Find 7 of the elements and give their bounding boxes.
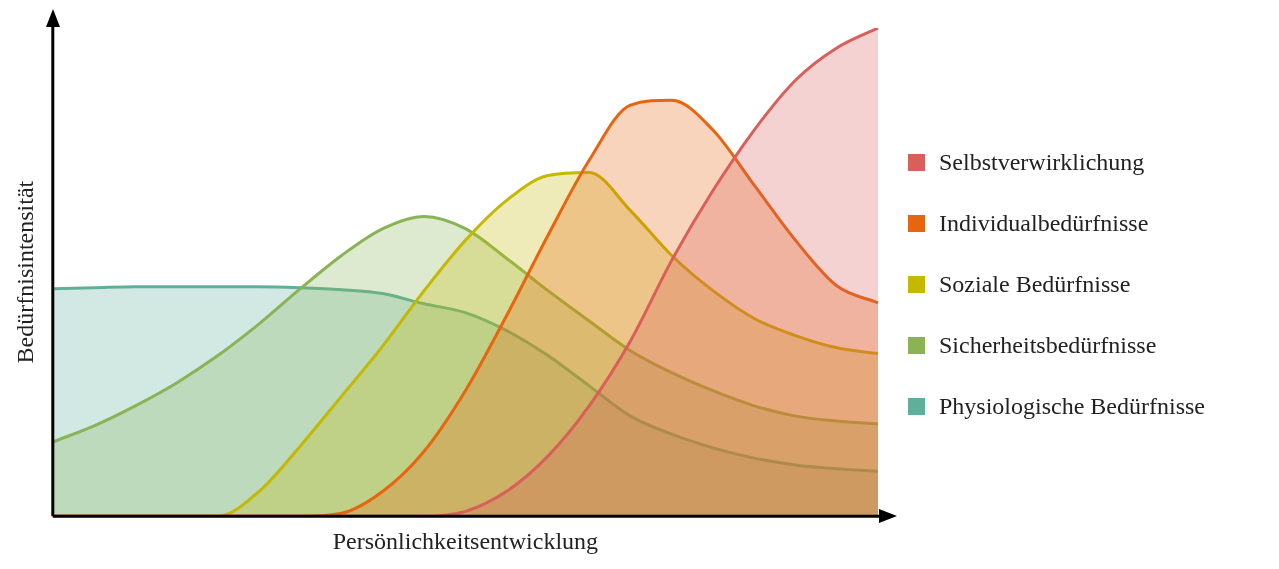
y-axis-title: Bedürfnisintensität xyxy=(11,180,38,364)
legend-label: Individualbedürfnisse xyxy=(939,210,1149,237)
legend-label: Sicherheitsbedürfnisse xyxy=(939,332,1157,359)
legend-label: Soziale Bedürfnisse xyxy=(939,271,1131,298)
x-axis-title: Persönlichkeitsentwicklung xyxy=(332,527,599,554)
legend-label: Physiologische Bedürfnisse xyxy=(939,393,1205,420)
legend-label: Selbstverwirklichung xyxy=(939,149,1145,176)
